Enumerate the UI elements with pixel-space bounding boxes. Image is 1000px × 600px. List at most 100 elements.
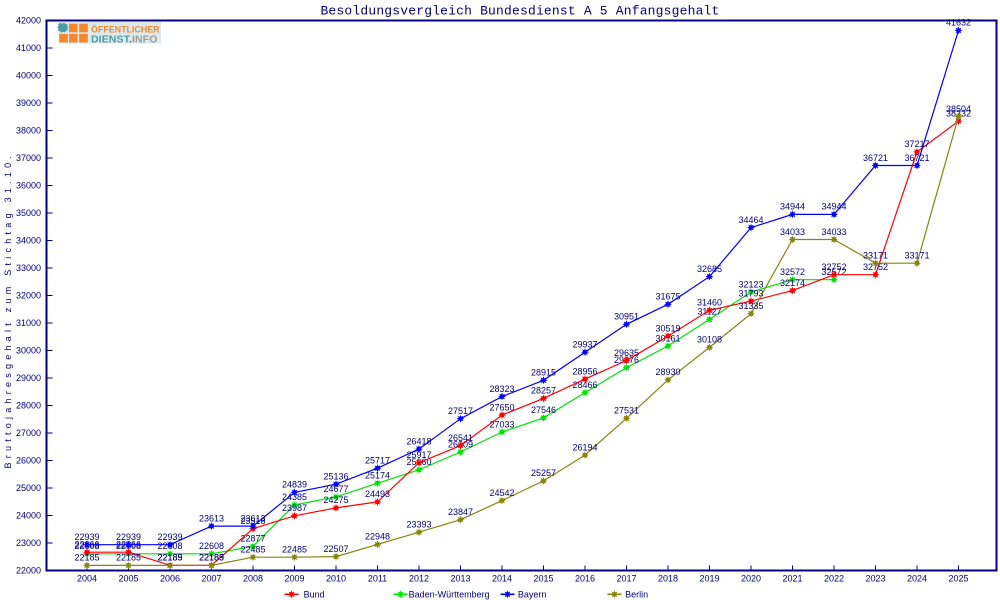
svg-text:24000: 24000 bbox=[16, 511, 41, 521]
svg-text:2018: 2018 bbox=[658, 574, 678, 584]
svg-text:28323: 28323 bbox=[489, 384, 514, 394]
svg-text:2019: 2019 bbox=[699, 574, 719, 584]
svg-text:27531: 27531 bbox=[614, 406, 639, 416]
svg-text:30000: 30000 bbox=[16, 346, 41, 356]
svg-text:28000: 28000 bbox=[16, 401, 41, 411]
svg-text:2011: 2011 bbox=[368, 574, 387, 584]
svg-text:33000: 33000 bbox=[16, 263, 41, 273]
svg-text:22948: 22948 bbox=[365, 532, 390, 542]
svg-text:25717: 25717 bbox=[365, 456, 390, 466]
svg-text:25257: 25257 bbox=[531, 468, 556, 478]
svg-text:30951: 30951 bbox=[614, 312, 639, 322]
svg-text:29635: 29635 bbox=[614, 348, 639, 358]
svg-text:2008: 2008 bbox=[243, 574, 263, 584]
svg-text:28956: 28956 bbox=[572, 366, 597, 376]
svg-text:2012: 2012 bbox=[409, 574, 429, 584]
svg-text:Besoldungsvergleich Bundesdien: Besoldungsvergleich Bundesdienst A 5 Anf… bbox=[320, 4, 719, 19]
svg-text:31793: 31793 bbox=[738, 288, 763, 298]
svg-text:30519: 30519 bbox=[655, 323, 680, 333]
svg-text:22939: 22939 bbox=[116, 532, 141, 542]
svg-text:36721: 36721 bbox=[904, 153, 929, 163]
svg-text:32174: 32174 bbox=[780, 278, 805, 288]
svg-text:22185: 22185 bbox=[199, 553, 224, 563]
svg-text:22939: 22939 bbox=[74, 532, 99, 542]
svg-text:28915: 28915 bbox=[531, 368, 556, 378]
svg-text:23987: 23987 bbox=[282, 503, 307, 513]
svg-text:24677: 24677 bbox=[323, 484, 348, 494]
svg-text:2025: 2025 bbox=[948, 574, 968, 584]
svg-text:27000: 27000 bbox=[16, 428, 41, 438]
svg-text:Bruttojahresgehalt zum Stichta: Bruttojahresgehalt zum Stichtag 31.10. bbox=[3, 152, 13, 469]
svg-text:22485: 22485 bbox=[282, 545, 307, 555]
svg-text:32685: 32685 bbox=[697, 264, 722, 274]
svg-text:2007: 2007 bbox=[201, 574, 221, 584]
svg-text:ÖFFENTLICHER: ÖFFENTLICHER bbox=[91, 24, 160, 34]
svg-text:31335: 31335 bbox=[738, 301, 763, 311]
svg-text:40000: 40000 bbox=[16, 70, 41, 80]
svg-text:22185: 22185 bbox=[116, 553, 141, 563]
svg-text:2024: 2024 bbox=[907, 574, 927, 584]
svg-text:34033: 34033 bbox=[780, 227, 805, 237]
svg-text:2006: 2006 bbox=[160, 574, 180, 584]
svg-text:22189: 22189 bbox=[157, 553, 182, 563]
svg-text:37000: 37000 bbox=[16, 153, 41, 163]
svg-text:34944: 34944 bbox=[780, 202, 805, 212]
svg-text:22000: 22000 bbox=[16, 566, 41, 576]
svg-text:33171: 33171 bbox=[863, 251, 888, 261]
svg-text:32123: 32123 bbox=[738, 279, 763, 289]
svg-text:26418: 26418 bbox=[406, 436, 431, 446]
svg-text:23393: 23393 bbox=[406, 520, 431, 530]
svg-text:23518: 23518 bbox=[240, 516, 265, 526]
svg-text:31000: 31000 bbox=[16, 318, 41, 328]
svg-text:27546: 27546 bbox=[531, 405, 556, 415]
svg-text:36000: 36000 bbox=[16, 181, 41, 191]
svg-text:26194: 26194 bbox=[572, 442, 597, 452]
svg-text:Berlin: Berlin bbox=[625, 589, 648, 599]
svg-text:32752: 32752 bbox=[821, 262, 846, 272]
svg-text:30108: 30108 bbox=[697, 335, 722, 345]
svg-text:35000: 35000 bbox=[16, 208, 41, 218]
svg-text:2010: 2010 bbox=[326, 574, 346, 584]
svg-text:27033: 27033 bbox=[489, 419, 514, 429]
svg-text:2013: 2013 bbox=[450, 574, 470, 584]
svg-text:28466: 28466 bbox=[572, 380, 597, 390]
svg-text:23613: 23613 bbox=[199, 513, 224, 523]
svg-text:24275: 24275 bbox=[323, 495, 348, 505]
svg-text:23000: 23000 bbox=[16, 538, 41, 548]
svg-text:25000: 25000 bbox=[16, 483, 41, 493]
svg-text:28257: 28257 bbox=[531, 386, 556, 396]
svg-text:24542: 24542 bbox=[489, 488, 514, 498]
svg-text:Bund: Bund bbox=[304, 589, 325, 599]
svg-text:27517: 27517 bbox=[448, 406, 473, 416]
svg-text:38504: 38504 bbox=[946, 104, 971, 114]
svg-text:37217: 37217 bbox=[904, 139, 929, 149]
svg-text:26541: 26541 bbox=[448, 433, 473, 443]
svg-text:23613: 23613 bbox=[240, 513, 265, 523]
svg-text:34000: 34000 bbox=[16, 236, 41, 246]
svg-text:Bayern: Bayern bbox=[518, 589, 547, 599]
svg-text:32000: 32000 bbox=[16, 291, 41, 301]
svg-text:22189: 22189 bbox=[199, 553, 224, 563]
svg-text:26000: 26000 bbox=[16, 456, 41, 466]
svg-text:22185: 22185 bbox=[157, 553, 182, 563]
svg-text:2005: 2005 bbox=[118, 574, 138, 584]
svg-text:2020: 2020 bbox=[741, 574, 761, 584]
svg-text:22608: 22608 bbox=[199, 541, 224, 551]
svg-text:2023: 2023 bbox=[865, 574, 885, 584]
svg-text:36721: 36721 bbox=[863, 153, 888, 163]
svg-text:38000: 38000 bbox=[16, 125, 41, 135]
svg-text:Baden-Württemberg: Baden-Württemberg bbox=[409, 589, 490, 599]
svg-text:34033: 34033 bbox=[821, 227, 846, 237]
svg-text:41000: 41000 bbox=[16, 43, 41, 53]
svg-text:27650: 27650 bbox=[489, 402, 514, 412]
svg-text:2021: 2021 bbox=[782, 574, 802, 584]
svg-text:25136: 25136 bbox=[323, 472, 348, 482]
svg-text:2009: 2009 bbox=[284, 574, 304, 584]
svg-text:34944: 34944 bbox=[821, 202, 846, 212]
svg-text:2016: 2016 bbox=[575, 574, 595, 584]
svg-text:22877: 22877 bbox=[240, 534, 265, 544]
svg-text:25174: 25174 bbox=[365, 471, 390, 481]
svg-text:22939: 22939 bbox=[157, 532, 182, 542]
svg-text:2015: 2015 bbox=[533, 574, 553, 584]
svg-text:2014: 2014 bbox=[492, 574, 512, 584]
